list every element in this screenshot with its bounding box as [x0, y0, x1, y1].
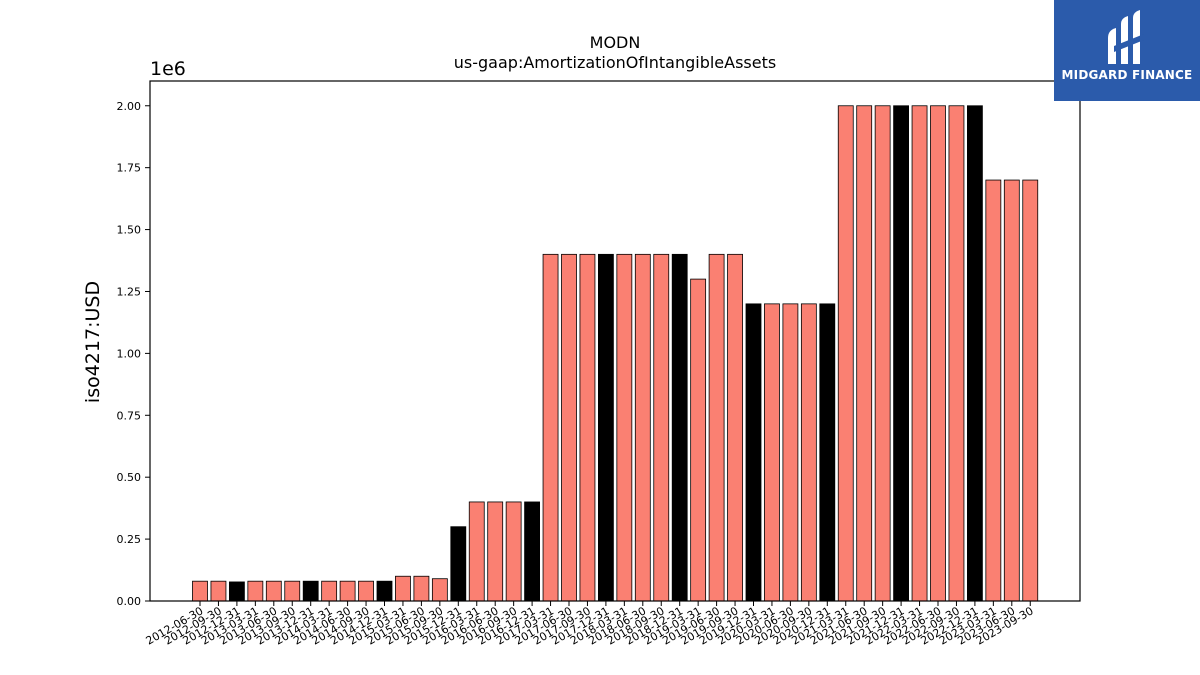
bar	[339, 580, 356, 602]
bar	[450, 526, 467, 602]
y-tick-label: 1.50	[117, 224, 142, 237]
bar	[431, 578, 448, 602]
bar	[247, 580, 264, 602]
bar	[911, 105, 928, 602]
bar	[690, 278, 707, 602]
bars-group	[192, 105, 1039, 602]
bar	[1003, 179, 1020, 602]
bar	[764, 303, 780, 602]
bar	[616, 253, 633, 602]
bar	[967, 105, 983, 602]
bar	[745, 303, 762, 602]
y-tick-label: 2.00	[117, 100, 142, 113]
y-axis-label: iso4217:USD	[82, 281, 104, 403]
bar	[985, 179, 1002, 602]
x-axis-ticks: 2012-06-302012-09-302012-12-312013-03-31…	[144, 601, 1036, 648]
bar	[948, 105, 965, 602]
brand-logo: MIDGARD FINANCE	[1054, 0, 1200, 101]
chart-title: MODN	[590, 33, 641, 52]
bar	[395, 575, 411, 602]
bar	[671, 253, 688, 602]
bar	[634, 253, 651, 602]
bar	[524, 501, 540, 602]
bar	[874, 105, 891, 602]
bar	[413, 575, 430, 602]
y-axis-ticks: 0.00 0.25 0.50 0.75 1.00 1.25 1.50 1.75 2.00	[117, 100, 150, 608]
bar	[579, 253, 596, 602]
bar	[893, 105, 909, 602]
y-tick-label: 1.75	[117, 162, 142, 175]
bar	[358, 580, 374, 602]
bar	[265, 580, 282, 602]
y-tick-label: 0.50	[117, 471, 142, 484]
bar	[561, 253, 577, 602]
bar	[210, 580, 227, 602]
y-tick-label: 0.25	[117, 533, 142, 546]
y-tick-label: 1.00	[117, 347, 142, 360]
bar	[819, 303, 836, 602]
y-offset-label: 1e6	[150, 58, 186, 80]
bar	[856, 105, 873, 602]
bar	[321, 580, 338, 602]
y-tick-label: 1.25	[117, 285, 142, 298]
bar	[782, 303, 799, 602]
bar	[1022, 179, 1039, 602]
bar	[468, 501, 485, 602]
bar	[653, 253, 670, 602]
midgard-logo-icon	[1108, 10, 1144, 64]
bar	[542, 253, 559, 602]
bar	[192, 580, 208, 602]
bar	[930, 105, 946, 602]
bar	[598, 253, 614, 602]
y-tick-label: 0.00	[117, 595, 142, 608]
bar	[837, 105, 854, 602]
bar	[228, 581, 245, 602]
bar	[376, 580, 393, 602]
plot-frame	[149, 80, 1081, 602]
y-tick-label: 0.75	[117, 409, 142, 422]
bar	[284, 580, 301, 602]
chart-subtitle: us-gaap:AmortizationOfIntangibleAssets	[454, 53, 776, 72]
bar	[727, 253, 743, 602]
bar	[708, 253, 725, 602]
bar	[302, 580, 319, 602]
bar	[800, 303, 817, 602]
bar	[487, 501, 504, 602]
bar	[505, 501, 522, 602]
logo-text: MIDGARD FINANCE	[1061, 68, 1193, 82]
